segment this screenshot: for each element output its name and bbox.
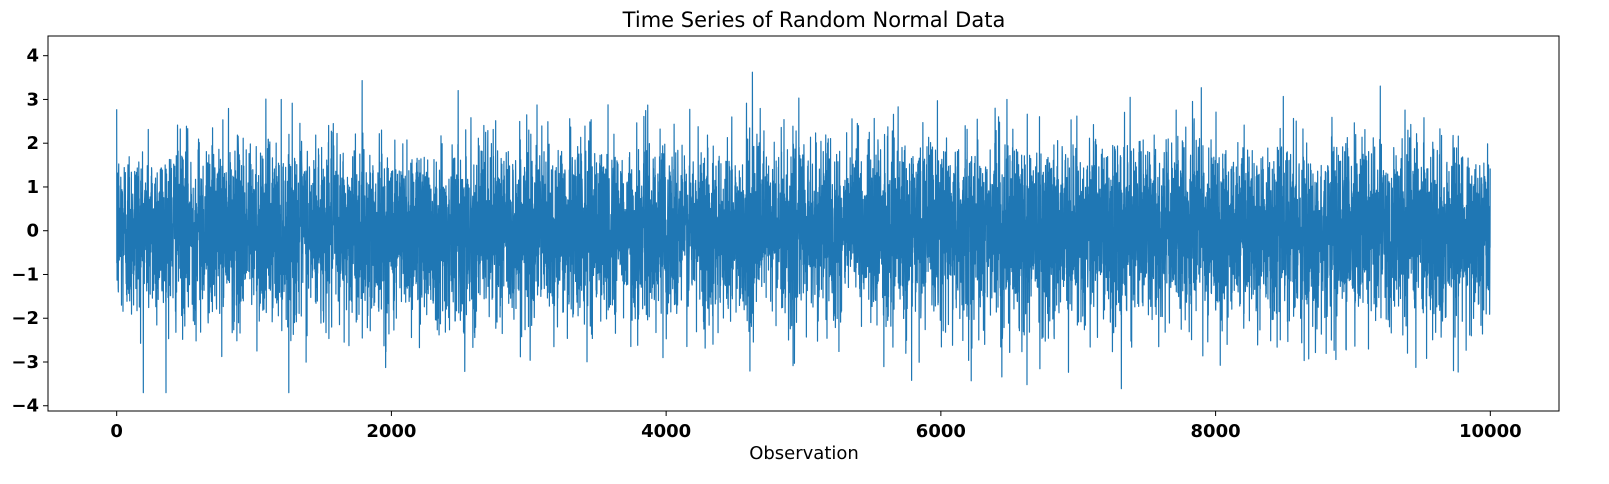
y-tick-label: 3 <box>26 89 39 110</box>
x-tick-label: 4000 <box>641 421 691 442</box>
x-tick-label: 8000 <box>1191 421 1241 442</box>
x-tick-label: 2000 <box>366 421 416 442</box>
y-tick-label: 0 <box>26 221 39 242</box>
x-tick-label: 6000 <box>916 421 966 442</box>
x-axis: 0 2000 4000 6000 8000 10000 <box>110 411 1522 442</box>
y-tick-label: 1 <box>26 177 39 198</box>
y-tick-label: −3 <box>11 352 39 373</box>
y-tick-label: −1 <box>11 264 39 285</box>
chart-title: Time Series of Random Normal Data <box>622 8 1006 32</box>
x-tick-label: 0 <box>110 421 123 442</box>
x-tick-label: 10000 <box>1459 421 1522 442</box>
y-tick-label: 2 <box>26 133 39 154</box>
y-tick-label: 4 <box>26 46 39 67</box>
x-axis-label: Observation <box>749 443 859 464</box>
plot-area <box>116 71 1491 394</box>
y-tick-label: −4 <box>11 396 39 417</box>
plot-frame <box>47 35 1560 412</box>
series-line <box>116 71 1491 394</box>
y-tick-label: −2 <box>11 308 39 329</box>
y-axis: 4 3 2 1 0 −1 −2 −3 −4 <box>11 46 48 417</box>
